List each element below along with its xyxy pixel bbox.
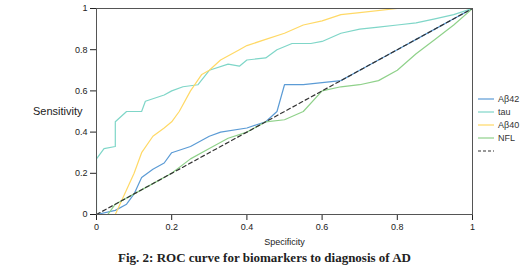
svg-text:0.2: 0.2 (75, 168, 88, 178)
svg-text:0.8: 0.8 (75, 45, 88, 55)
svg-text:0.6: 0.6 (316, 222, 329, 232)
html-text:Aβ40: Aβ40 (498, 119, 520, 130)
html-text:NFL: NFL (498, 132, 515, 143)
svg-text:0.4: 0.4 (75, 127, 88, 137)
html-text:tau: tau (498, 106, 511, 117)
svg-text:Sensitivity: Sensitivity (33, 105, 83, 117)
svg-text:0: 0 (94, 222, 99, 232)
svg-text:1: 1 (470, 222, 475, 232)
html-text:Aβ42: Aβ42 (498, 93, 520, 104)
html-text:Fig. 2: ROC curve for biomarke: Fig. 2: ROC curve for biomarkers to diag… (118, 250, 411, 265)
svg-text:0.4: 0.4 (241, 222, 254, 232)
svg-text:0.6: 0.6 (75, 86, 88, 96)
svg-text:1: 1 (82, 3, 87, 13)
svg-text:0.8: 0.8 (391, 222, 404, 232)
svg-text:0.2: 0.2 (165, 222, 178, 232)
svg-text:0: 0 (82, 209, 87, 219)
svg-text:Specificity: Specificity (264, 237, 305, 247)
